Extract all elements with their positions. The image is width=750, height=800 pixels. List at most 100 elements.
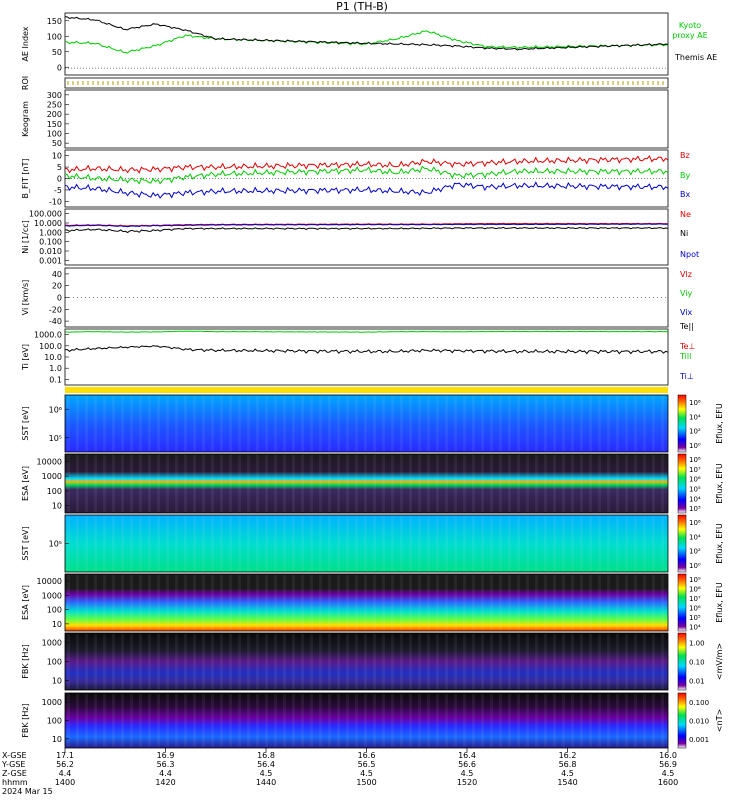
spectrogram-streak <box>292 694 295 747</box>
spectrogram-streak <box>562 455 565 512</box>
colorbar-2-label: Eflux, EFU <box>715 523 724 564</box>
spectrogram-streak <box>238 455 241 512</box>
spectrogram-streak <box>121 516 124 571</box>
bfield-Bz-line <box>64 155 669 174</box>
spectrogram-streak <box>517 396 520 451</box>
spectrogram-streak <box>283 634 286 689</box>
spectrogram-streak <box>553 455 556 512</box>
legend-kyoto: Kyoto <box>679 21 701 30</box>
spectrogram-streak <box>112 396 115 451</box>
roi-frame <box>64 77 669 89</box>
velocity-ylabel: Vi [km/s] <box>21 280 30 316</box>
spectrogram-streak <box>517 516 520 571</box>
spectrogram-streak <box>661 634 664 689</box>
spectrogram-streak <box>283 396 286 451</box>
density-tick-label: 100.000 <box>29 210 62 219</box>
spectrogram-streak <box>535 455 538 512</box>
spectrogram-streak <box>598 634 601 689</box>
spectrogram-streak <box>112 455 115 512</box>
spectrogram-streak <box>175 634 178 689</box>
spectrogram-streak <box>220 455 223 512</box>
spectrogram-streak <box>175 694 178 747</box>
spectrogram-streak <box>526 694 529 747</box>
spectrogram-streak <box>328 516 331 571</box>
spectrogram-streak <box>418 694 421 747</box>
legend-ti-perp: Ti⊥ <box>679 372 694 381</box>
spectrogram-streak <box>103 396 106 451</box>
footer-value: 1440 <box>256 778 276 787</box>
footer-value: 56.6 <box>458 760 476 769</box>
spectrogram-4-tick-label: 10 <box>52 677 62 686</box>
spectrogram-streak <box>589 634 592 689</box>
spectrogram-streak <box>229 516 232 571</box>
spectrogram-streak <box>508 694 511 747</box>
spectrogram-streak <box>436 455 439 512</box>
spectrogram-streak <box>220 634 223 689</box>
spectrogram-streak <box>328 396 331 451</box>
footer-value: 16.2 <box>559 751 577 760</box>
spectrogram-streak <box>274 455 277 512</box>
spectrogram-streak <box>526 634 529 689</box>
colorbar-0-tick: 10⁰ <box>689 442 701 450</box>
colorbar-1-tick: 10⁶ <box>689 476 701 484</box>
footer-value: 4.5 <box>662 769 675 778</box>
spectrogram-streak <box>589 396 592 451</box>
spectrogram-streak <box>634 634 637 689</box>
spectrogram-streak <box>130 575 133 630</box>
spectrogram-streak <box>130 634 133 689</box>
spectrogram-streak <box>472 396 475 451</box>
ae-kyoto-line <box>64 30 669 54</box>
footer-value: 56.2 <box>56 760 74 769</box>
spectrogram-streak <box>103 516 106 571</box>
spectrogram-streak <box>85 575 88 630</box>
spectrogram-streak <box>490 634 493 689</box>
spectrogram-streak <box>616 575 619 630</box>
spectrogram-streak <box>508 455 511 512</box>
spectrogram-streak <box>634 516 637 571</box>
spectrogram-streak <box>436 694 439 747</box>
spectrogram-streak <box>76 694 79 747</box>
spectrogram-streak <box>85 634 88 689</box>
spectrogram-streak <box>472 516 475 571</box>
spectrogram-streak <box>427 396 430 451</box>
colorbar-2 <box>677 514 687 573</box>
spectrogram-streak <box>301 694 304 747</box>
ae-ylabel: AE Index <box>21 26 30 61</box>
spectrogram-streak <box>166 516 169 571</box>
spectrogram-streak <box>625 575 628 630</box>
spectrogram-streak <box>85 455 88 512</box>
spectrogram-streak <box>148 694 151 747</box>
bfield-tick-label: 0 <box>57 175 62 184</box>
footer-value: 1520 <box>457 778 477 787</box>
spectrogram-streak <box>490 575 493 630</box>
spectrogram-streak <box>454 516 457 571</box>
spectrogram-streak <box>472 634 475 689</box>
spectrogram-streak <box>400 455 403 512</box>
spectrogram-0-tick-label: 10⁵ <box>49 434 62 443</box>
spectrogram-streak <box>265 694 268 747</box>
density-Npot-line <box>65 223 669 228</box>
spectrogram-streak <box>301 455 304 512</box>
spectrogram-streak <box>400 694 403 747</box>
spectrogram-streak <box>319 634 322 689</box>
spectrogram-streak <box>373 575 376 630</box>
spectrogram-streak <box>526 575 529 630</box>
spectrogram-5-tick-label: 10 <box>52 735 62 744</box>
spectrogram-streak <box>346 516 349 571</box>
spectrogram-streak <box>580 575 583 630</box>
spectrogram-streak <box>130 694 133 747</box>
spectrogram-streak <box>427 634 430 689</box>
spectrogram-streak <box>391 396 394 451</box>
spectrogram-streak <box>571 575 574 630</box>
legend-te-par: Te|| <box>679 322 694 331</box>
bfield-By-line <box>64 165 669 185</box>
spectrogram-streak <box>598 516 601 571</box>
spectrogram-streak <box>481 694 484 747</box>
footer-row-label: 2024 Mar 15 <box>2 787 53 796</box>
colorbar-4 <box>677 632 687 691</box>
bfield-tick-label: 10 <box>52 152 62 161</box>
velocity-tick-label: 20 <box>52 282 62 291</box>
spectrogram-streak <box>139 516 142 571</box>
density-tick-label: 10.000 <box>34 219 62 228</box>
spectrogram-streak <box>283 575 286 630</box>
